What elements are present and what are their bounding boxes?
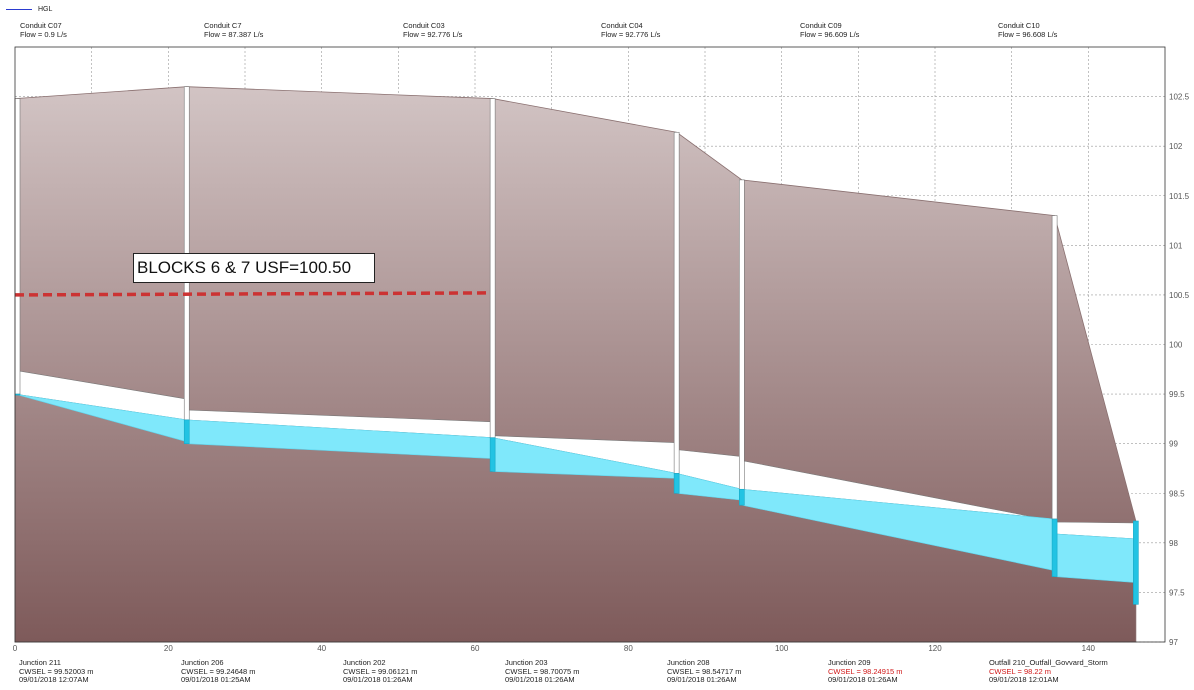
plot-frame xyxy=(14,46,1166,643)
junction-name: Junction 208 xyxy=(667,658,710,667)
junction-time: 09/01/2018 12:01AM xyxy=(989,675,1059,685)
junction-cwsel: CWSEL = 98.22 m xyxy=(989,666,1052,676)
conduit-name: Conduit C07 xyxy=(20,21,62,30)
y-tick-label: 100.5 xyxy=(1169,291,1190,300)
junction-name: Junction 209 xyxy=(828,658,871,667)
conduit-label: Conduit C04 Flow = 92.776 L/s xyxy=(601,21,660,39)
junction-time: 09/01/2018 01:26AM xyxy=(667,675,737,685)
y-tick-label: 98 xyxy=(1169,539,1178,548)
manhole-shaft xyxy=(673,131,680,474)
junction-time: 09/01/2018 01:26AM xyxy=(343,675,413,685)
junction-label: Junction 203 CWSEL = 98.70075 m 09/01/20… xyxy=(505,658,580,685)
junction-cwsel: CWSEL = 99.52003 m xyxy=(19,666,94,676)
conduit-flow: Flow = 92.776 L/s xyxy=(601,30,661,39)
y-tick-label: 98.5 xyxy=(1169,489,1185,498)
conduit-label: Conduit C07 Flow = 0.9 L/s xyxy=(20,21,67,39)
junction-label: Outfall 210_Outfall_Govvard_Storm CWSEL … xyxy=(989,658,1108,685)
junction-cwsel: CWSEL = 98.54717 m xyxy=(667,666,742,676)
junction-label: Junction 208 CWSEL = 98.54717 m 09/01/20… xyxy=(667,658,742,685)
junction-cwsel: CWSEL = 98.24915 m xyxy=(828,666,903,676)
x-tick-label: 100 xyxy=(775,644,789,653)
manhole-water xyxy=(183,419,190,444)
y-tick-label: 100 xyxy=(1169,341,1183,350)
y-tick-label: 101.5 xyxy=(1169,192,1190,201)
manhole-shaft xyxy=(489,98,496,439)
conduit-flow: Flow = 96.609 L/s xyxy=(800,30,860,39)
manhole-water xyxy=(489,437,496,472)
conduit-flow: Flow = 96.608 L/s xyxy=(998,30,1058,39)
junction-time: 09/01/2018 12:07AM xyxy=(19,675,89,685)
manhole-water xyxy=(1133,520,1139,605)
y-tick-label: 101 xyxy=(1169,241,1183,250)
manhole-water xyxy=(738,488,745,506)
x-tick-label: 20 xyxy=(164,644,173,653)
manhole-water xyxy=(673,473,680,494)
x-tick-label: 80 xyxy=(624,644,633,653)
x-tick-label: 40 xyxy=(317,644,326,653)
x-tick-label: 120 xyxy=(928,644,942,653)
junction-label: Junction 206 CWSEL = 99.24648 m 09/01/20… xyxy=(181,658,256,685)
junction-cwsel: CWSEL = 99.06121 m xyxy=(343,666,418,676)
hgl-legend-swatch xyxy=(6,8,32,10)
y-tick-label: 102.5 xyxy=(1169,93,1190,102)
conduit-name: Conduit C10 xyxy=(998,21,1040,30)
conduit-flow: Flow = 92.776 L/s xyxy=(403,30,463,39)
junction-label: Junction 209 CWSEL = 98.24915 m 09/01/20… xyxy=(828,658,903,685)
usf-annotation: BLOCKS 6 & 7 USF=100.50 xyxy=(133,253,375,283)
conduit-label: Conduit C10 Flow = 96.608 L/s xyxy=(998,21,1057,39)
manhole-water xyxy=(1051,518,1058,577)
junction-name: Junction 202 xyxy=(343,658,386,667)
ground-profile xyxy=(14,86,1137,643)
junction-name: Outfall 210_Outfall_Govvard_Storm xyxy=(989,658,1108,667)
y-tick-label: 102 xyxy=(1169,142,1183,151)
y-tick-label: 99 xyxy=(1169,440,1178,449)
conduit-label: Conduit C7 Flow = 87.387 L/s xyxy=(204,21,263,39)
manhole-shaft xyxy=(738,179,745,490)
manhole-shaft xyxy=(1051,215,1058,520)
y-tick-label: 97.5 xyxy=(1169,588,1185,597)
manhole-water xyxy=(14,393,21,396)
junction-label: Junction 211 CWSEL = 99.52003 m 09/01/20… xyxy=(19,658,94,685)
conduit-name: Conduit C04 xyxy=(601,21,643,30)
conduit-name: Conduit C09 xyxy=(800,21,842,30)
conduit-water xyxy=(1054,533,1137,583)
junction-name: Junction 211 xyxy=(19,658,61,667)
junction-time: 09/01/2018 01:26AM xyxy=(505,675,575,685)
y-tick-label: 99.5 xyxy=(1169,390,1185,399)
conduit-label: Conduit C09 Flow = 96.609 L/s xyxy=(800,21,859,39)
junction-time: 09/01/2018 01:25AM xyxy=(181,675,251,685)
x-tick-label: 140 xyxy=(1082,644,1096,653)
conduit-name: Conduit C03 xyxy=(403,21,445,30)
legend: HGL xyxy=(6,2,52,16)
junction-time: 09/01/2018 01:26AM xyxy=(828,675,898,685)
junction-cwsel: CWSEL = 98.70075 m xyxy=(505,666,580,676)
y-tick-label: 97 xyxy=(1169,638,1178,647)
usf-line xyxy=(14,291,487,297)
conduit-label: Conduit C03 Flow = 92.776 L/s xyxy=(403,21,462,39)
x-tick-label: 0 xyxy=(13,644,18,653)
junction-cwsel: CWSEL = 99.24648 m xyxy=(181,666,256,676)
conduit-flow: Flow = 87.387 L/s xyxy=(204,30,264,39)
junction-name: Junction 203 xyxy=(505,658,548,667)
conduit-name: Conduit C7 xyxy=(204,21,242,30)
junction-name: Junction 206 xyxy=(181,658,224,667)
junction-label: Junction 202 CWSEL = 99.06121 m 09/01/20… xyxy=(343,658,418,685)
conduit-flow: Flow = 0.9 L/s xyxy=(20,30,67,39)
legend-label: HGL xyxy=(38,5,53,13)
x-tick-label: 60 xyxy=(471,644,480,653)
manhole-shaft xyxy=(14,98,21,395)
